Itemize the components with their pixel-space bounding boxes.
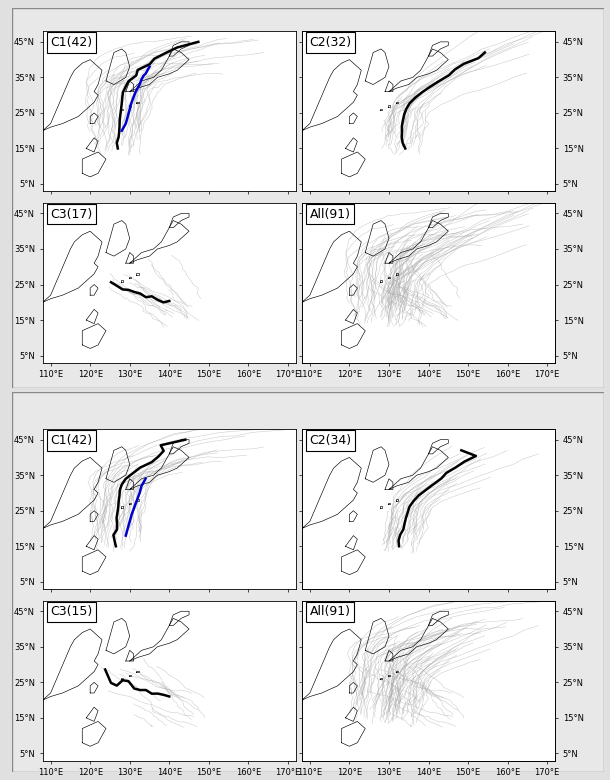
Text: C3(15): C3(15) <box>50 605 93 619</box>
Text: C2(34): C2(34) <box>309 434 352 447</box>
Text: C2(32): C2(32) <box>309 36 352 49</box>
FancyBboxPatch shape <box>12 8 604 388</box>
FancyBboxPatch shape <box>12 392 604 772</box>
Text: C1(42): C1(42) <box>50 36 93 49</box>
Text: All(91): All(91) <box>309 207 351 221</box>
Text: All(91): All(91) <box>309 605 351 619</box>
Text: C1(42): C1(42) <box>50 434 93 447</box>
Text: C3(17): C3(17) <box>50 207 93 221</box>
